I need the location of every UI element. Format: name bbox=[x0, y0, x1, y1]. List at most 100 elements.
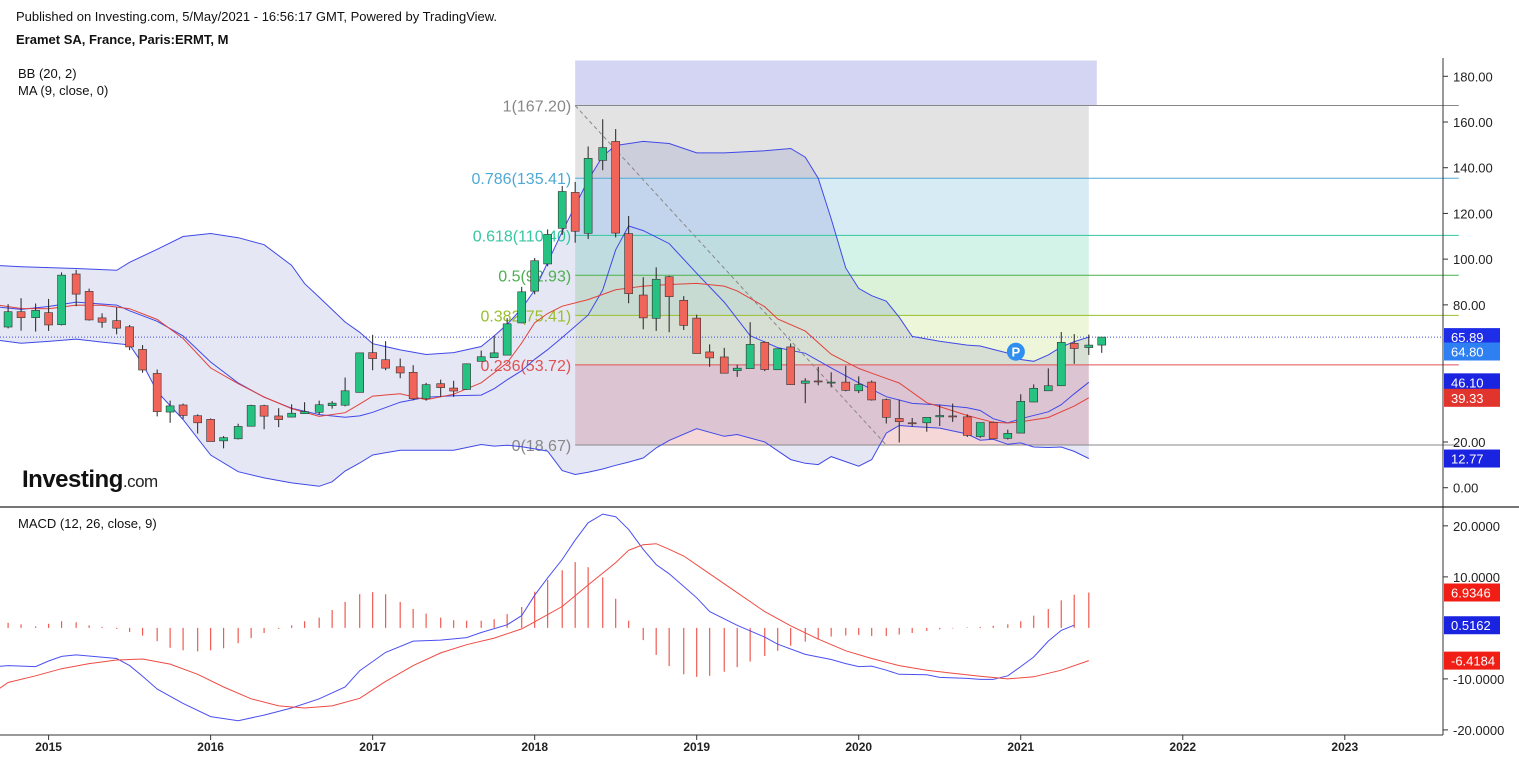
candle bbox=[327, 401, 337, 409]
candle bbox=[16, 298, 26, 331]
candle bbox=[97, 313, 107, 328]
candle bbox=[112, 307, 121, 335]
candle bbox=[152, 369, 162, 417]
candle-body-up bbox=[922, 417, 932, 424]
fib-label: 0(18.67) bbox=[512, 438, 572, 455]
investing-logo: Investing.com bbox=[22, 466, 159, 493]
fib-zone bbox=[575, 105, 1089, 179]
candle bbox=[340, 377, 350, 407]
candle-body-down bbox=[449, 387, 458, 392]
x-tick-label: 2016 bbox=[197, 740, 224, 754]
candle-body-down bbox=[962, 416, 972, 436]
candle bbox=[786, 343, 795, 385]
macd-y-tick-label: -20.0000 bbox=[1453, 723, 1504, 738]
candle-body-up bbox=[517, 291, 527, 324]
candle-body-up bbox=[732, 367, 742, 371]
candle bbox=[1029, 384, 1039, 403]
macd-y-tick-label: 10.0000 bbox=[1453, 570, 1500, 585]
candle bbox=[287, 404, 296, 418]
price-badge-label: 64.80 bbox=[1451, 344, 1484, 359]
price-badge-bg bbox=[1444, 388, 1500, 407]
candle bbox=[274, 408, 283, 428]
candle bbox=[300, 402, 309, 414]
ma-indicator-label[interactable]: MA (9, close, 0) bbox=[18, 83, 108, 98]
price-badge-bg bbox=[1444, 342, 1500, 361]
y-tick-label: 80.00 bbox=[1453, 298, 1486, 313]
candle-body-up bbox=[543, 234, 552, 265]
candle-body-down bbox=[624, 233, 633, 294]
candle-body-down bbox=[193, 415, 202, 424]
candle bbox=[3, 304, 13, 329]
candle bbox=[1084, 334, 1094, 355]
x-tick-label: 2022 bbox=[1169, 740, 1196, 754]
candle-body-up bbox=[557, 191, 567, 229]
candle bbox=[988, 421, 998, 440]
y-tick-label: 100.00 bbox=[1453, 252, 1493, 267]
fib-top-band bbox=[575, 60, 1097, 106]
candle-body-up bbox=[598, 147, 608, 161]
candle-body-up bbox=[219, 437, 228, 442]
p-marker: P bbox=[1006, 342, 1025, 361]
candle-body-up bbox=[246, 405, 256, 427]
candle-body-down bbox=[112, 320, 121, 329]
candle-body-down bbox=[97, 317, 107, 323]
symbol-title[interactable]: Eramet SA, France, Paris:ERMT, M bbox=[16, 32, 229, 47]
candle bbox=[854, 376, 864, 394]
candle bbox=[125, 324, 134, 351]
candle-body-down bbox=[1069, 342, 1079, 349]
price-badge: 39.33 bbox=[1444, 388, 1500, 407]
candle-body-down bbox=[178, 404, 188, 416]
candle bbox=[894, 399, 904, 443]
fib-zone bbox=[575, 235, 1089, 276]
candle-body-up bbox=[1097, 336, 1107, 346]
candle-body-down bbox=[881, 399, 891, 418]
price-badge-bg bbox=[1444, 328, 1500, 347]
x-tick-label: 2019 bbox=[683, 740, 710, 754]
macd-y-tick-label: 20.0000 bbox=[1453, 519, 1500, 534]
price-badge-label: -6.4184 bbox=[1451, 654, 1495, 669]
macd-indicator-label[interactable]: MACD (12, 26, close, 9) bbox=[18, 516, 157, 531]
candle-body-down bbox=[274, 415, 283, 420]
candle-body-up bbox=[502, 323, 512, 356]
bb-indicator-label[interactable]: BB (20, 2) bbox=[18, 66, 77, 81]
candle-body-up bbox=[462, 363, 471, 390]
candle bbox=[219, 436, 228, 449]
candle-body-up bbox=[300, 411, 309, 414]
x-tick-label: 2021 bbox=[1007, 740, 1034, 754]
macd-pane[interactable] bbox=[0, 513, 1090, 722]
candle bbox=[583, 146, 593, 240]
candle bbox=[71, 269, 81, 307]
candle-body-up bbox=[800, 380, 810, 384]
candle-body-down bbox=[760, 342, 770, 370]
candle bbox=[1003, 429, 1013, 440]
candle bbox=[557, 186, 567, 235]
candle bbox=[841, 365, 851, 392]
price-badge-bg bbox=[1444, 616, 1500, 635]
candle-body-up bbox=[530, 260, 539, 292]
published-caption: Published on Investing.com, 5/May/2021 -… bbox=[16, 9, 498, 24]
price-badge-label: 39.33 bbox=[1451, 391, 1484, 406]
candle-body-up bbox=[975, 422, 985, 437]
candle-body-down bbox=[948, 415, 957, 418]
candle bbox=[760, 341, 770, 372]
candle bbox=[867, 380, 876, 401]
candle-body-up bbox=[1043, 385, 1053, 392]
candle bbox=[193, 414, 202, 434]
candle-body-up bbox=[287, 412, 296, 418]
candle bbox=[705, 344, 714, 367]
candle-body-up bbox=[854, 384, 864, 392]
price-badge: 64.80 bbox=[1444, 342, 1500, 361]
y-tick-label: 20.00 bbox=[1453, 435, 1486, 450]
fib-label: 1(167.20) bbox=[503, 99, 572, 116]
candle bbox=[517, 286, 527, 324]
candle-body-up bbox=[1016, 401, 1026, 434]
price-badge-bg bbox=[1444, 373, 1500, 392]
p-marker-circle bbox=[1006, 342, 1025, 361]
candle-body-down bbox=[841, 381, 851, 391]
candle bbox=[381, 341, 390, 371]
main-pane[interactable]: 1(167.20)0.786(135.41)0.618(110.40)0.5(9… bbox=[0, 60, 1459, 487]
y-tick-label: 0.00 bbox=[1453, 481, 1478, 496]
fib-label: 0.236(53.72) bbox=[480, 358, 571, 375]
price-badge-label: 46.10 bbox=[1451, 375, 1484, 390]
